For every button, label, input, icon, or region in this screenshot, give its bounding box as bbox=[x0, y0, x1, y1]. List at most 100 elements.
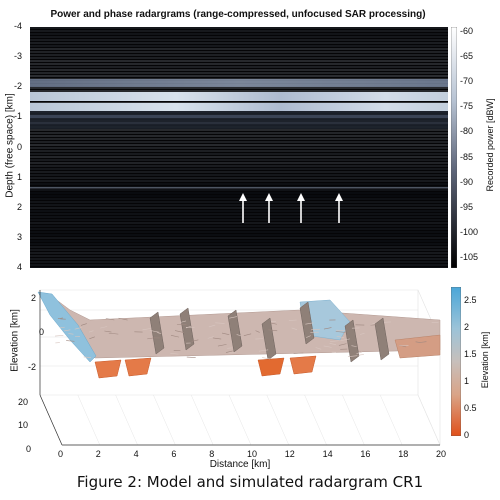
radargram-clutter-line bbox=[30, 252, 448, 254]
terrain-depression bbox=[257, 357, 285, 377]
terrain-mesh-line bbox=[243, 333, 252, 337]
power-colorbar-tick: -105 bbox=[460, 251, 479, 262]
elevation-surface-plot bbox=[37, 289, 441, 446]
power-colorbar-tick: -85 bbox=[460, 151, 474, 162]
terrain-mesh-line bbox=[179, 320, 187, 323]
terrain-mesh-line bbox=[340, 338, 350, 342]
radargram-clutter-line bbox=[30, 168, 448, 170]
surface-x-tick: 18 bbox=[398, 449, 409, 459]
terrain-terrace bbox=[374, 317, 390, 361]
radargram-clutter-line bbox=[30, 54, 448, 56]
radargram-clutter-line bbox=[30, 210, 448, 212]
terrain-terrace bbox=[227, 309, 243, 353]
elevation-colorbar-tick: 0.5 bbox=[464, 402, 477, 413]
terrain-mesh-line bbox=[236, 334, 241, 336]
radargram-clutter-line bbox=[30, 183, 448, 185]
radargram-clutter-line bbox=[30, 60, 448, 62]
terrain-mesh-line bbox=[60, 326, 65, 329]
radargram-clutter-line bbox=[30, 87, 448, 89]
terrain-mesh-line bbox=[89, 336, 95, 340]
terrain-mesh-line bbox=[88, 330, 94, 333]
power-colorbar bbox=[451, 27, 457, 268]
radargram-clutter-line bbox=[30, 177, 448, 179]
terrain-terrace bbox=[344, 319, 360, 363]
terrain-low-end bbox=[394, 334, 441, 359]
surface-x-tick: 12 bbox=[284, 449, 295, 459]
terrain-mesh-line bbox=[415, 341, 421, 343]
radargram-clutter-line bbox=[30, 150, 448, 152]
terrain-mesh-line bbox=[370, 322, 375, 326]
radargram-clutter-line bbox=[30, 39, 448, 41]
radargram-clutter-line bbox=[30, 165, 448, 167]
terrain-mesh-line bbox=[359, 333, 365, 335]
surface-x-tick: 2 bbox=[95, 449, 101, 459]
radargram-clutter-line bbox=[30, 192, 448, 194]
reflector-arrow bbox=[265, 193, 273, 223]
surface-x-tick: 6 bbox=[171, 449, 177, 459]
terrain-mesh-line bbox=[215, 322, 225, 324]
radargram-clutter-line bbox=[30, 249, 448, 251]
surface-y-tick: 20 bbox=[18, 397, 29, 407]
radargram-clutter-line bbox=[30, 267, 448, 268]
power-colorbar-tick: -65 bbox=[460, 51, 474, 62]
radargram-clutter-line bbox=[30, 171, 448, 173]
terrain-mesh-line bbox=[174, 330, 185, 333]
reflector-arrow bbox=[239, 193, 247, 223]
terrain-mesh-line bbox=[185, 325, 192, 329]
radargram-clutter-line bbox=[30, 228, 448, 230]
radargram-clutter-line bbox=[30, 234, 448, 236]
power-colorbar-tick: -75 bbox=[460, 101, 474, 112]
terrain-mesh-line bbox=[351, 345, 357, 347]
terrain-mesh-line bbox=[57, 317, 64, 320]
radargram-clutter-line bbox=[30, 51, 448, 53]
radargram-clutter-line bbox=[30, 225, 448, 227]
radargram-clutter-line bbox=[30, 129, 448, 131]
radargram-clutter-line bbox=[30, 45, 448, 47]
radargram-clutter-line bbox=[30, 63, 448, 65]
radargram-clutter-line bbox=[30, 90, 448, 92]
terrain-mesh-line bbox=[170, 353, 179, 355]
terrain-mesh-line bbox=[229, 316, 238, 319]
power-colorbar-tick: -100 bbox=[460, 226, 479, 237]
radargram-clutter-line bbox=[30, 135, 448, 137]
radargram-clutter-line bbox=[30, 147, 448, 149]
surface-x-tick: 0 bbox=[58, 449, 64, 459]
power-colorbar-tick: -60 bbox=[460, 26, 474, 37]
terrain-mesh-line bbox=[255, 330, 260, 333]
terrain-mesh-line bbox=[207, 336, 214, 339]
radargram-clutter-line bbox=[30, 216, 448, 218]
terrain-mesh-line bbox=[262, 357, 270, 360]
figure-caption: Figure 2: Model and simulated radargram … bbox=[76, 473, 424, 491]
radargram-clutter-line bbox=[30, 69, 448, 71]
radargram-y-tick: -3 bbox=[13, 51, 22, 62]
radargram-clutter-line bbox=[30, 72, 448, 74]
radargram-clutter-line bbox=[30, 132, 448, 134]
surface-x-tick: 20 bbox=[436, 449, 447, 459]
radargram-clutter-line bbox=[30, 162, 448, 164]
terrain-mesh-line bbox=[100, 326, 108, 329]
radargram-clutter-line bbox=[30, 57, 448, 59]
terrain-mesh-line bbox=[149, 330, 160, 333]
terrain-mesh-line bbox=[170, 335, 180, 338]
radargram-clutter-line bbox=[30, 153, 448, 155]
terrain-mesh-line bbox=[356, 351, 363, 355]
terrain-mesh-line bbox=[83, 356, 92, 358]
terrain-mesh-line bbox=[118, 317, 128, 321]
radargram-y-tick: 3 bbox=[16, 231, 22, 242]
terrain-mesh-line bbox=[329, 343, 336, 346]
terrain-mesh-line bbox=[323, 327, 332, 330]
terrain-terrace bbox=[299, 301, 315, 345]
terrain-mesh-line bbox=[212, 337, 222, 340]
radargram-y-tick: 0 bbox=[16, 141, 22, 152]
surface-x-tick: 4 bbox=[133, 449, 139, 459]
terrain-mesh-line bbox=[104, 330, 112, 333]
elevation-colorbar-tick: 2 bbox=[464, 321, 470, 332]
terrain-mesh-line bbox=[305, 322, 314, 325]
radargram-clutter-line bbox=[30, 264, 448, 266]
radargram-clutter-line bbox=[30, 189, 448, 191]
elevation-colorbar-tick: 1.5 bbox=[464, 348, 477, 359]
power-colorbar-tick: -90 bbox=[460, 176, 474, 187]
terrain-mesh-line bbox=[336, 335, 345, 339]
radargram-clutter-line bbox=[30, 246, 448, 248]
reflector-arrow bbox=[335, 193, 343, 223]
